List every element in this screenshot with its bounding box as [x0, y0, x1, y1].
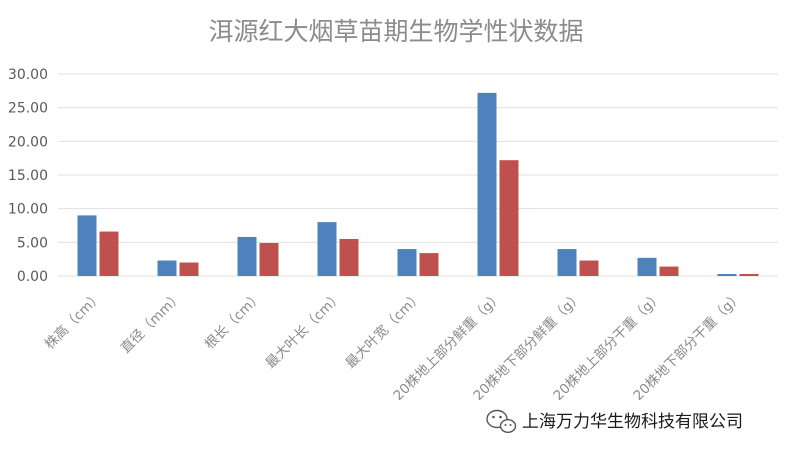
bar-series-1-2	[157, 260, 177, 276]
watermark: 上海万力华生物科技有限公司	[486, 409, 743, 434]
bar-series-2-4	[339, 238, 359, 276]
bar-series-1-7	[557, 249, 577, 276]
y-tick-label: 25.00	[8, 101, 48, 117]
bar-series-1-1	[77, 215, 97, 276]
y-tick-label: 30.00	[8, 67, 48, 83]
bar-series-1-5	[397, 249, 417, 276]
gridlines	[58, 73, 778, 277]
x-category-label: 最大叶长（cm）	[263, 289, 346, 372]
bar-series-2-5	[419, 253, 439, 276]
y-tick-label: 20.00	[8, 134, 48, 150]
bar-series-1-9	[717, 273, 737, 276]
watermark-text: 上海万力华生物科技有限公司	[522, 412, 743, 432]
y-tick-label: 15.00	[8, 168, 48, 184]
bar-series-2-8	[659, 266, 679, 276]
x-category-label: 根长（cm）	[202, 289, 266, 353]
bar-series-2-2	[179, 262, 199, 276]
y-tick-label: 0.00	[17, 269, 48, 285]
y-tick-label: 5.00	[17, 235, 48, 251]
bars	[77, 92, 759, 276]
bar-series-1-8	[637, 257, 657, 276]
x-category-label: 直径（mm）	[118, 289, 186, 357]
x-category-label: 株高（cm）	[41, 288, 106, 353]
bar-series-1-4	[317, 222, 337, 276]
bar-series-2-9	[739, 273, 759, 276]
bar-series-2-7	[579, 260, 599, 276]
bar-series-2-1	[99, 231, 119, 276]
x-category-label: 最大叶宽（cm）	[342, 288, 426, 372]
bar-series-1-3	[237, 236, 257, 276]
bar-series-2-6	[499, 160, 519, 276]
chart-title: 洱源红大烟草苗期生物学性状数据	[208, 17, 583, 46]
x-axis-labels: 株高（cm） 直径（mm） 根长（cm）最大叶长（cm）最大叶宽（cm）20株地上部…	[41, 288, 746, 404]
y-axis-ticks: 0.00 5.00 10.00 15.00 20.00 25.00 30.00	[8, 67, 48, 285]
y-tick-label: 10.00	[8, 202, 48, 218]
bar-series-1-6	[477, 92, 497, 276]
wechat-icon	[486, 409, 517, 434]
bar-series-2-3	[259, 243, 279, 276]
